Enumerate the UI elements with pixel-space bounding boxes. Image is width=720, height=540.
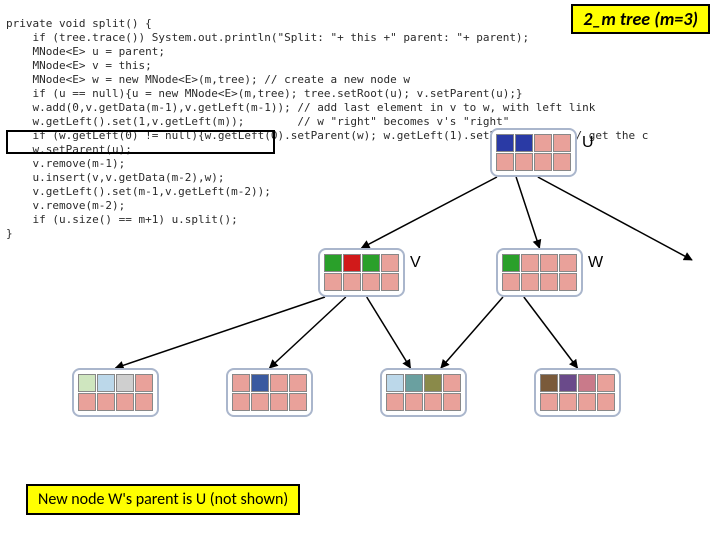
tree-node-L1 — [72, 368, 159, 417]
node-cell — [553, 153, 571, 171]
node-cell — [521, 273, 539, 291]
node-cell — [289, 374, 307, 392]
node-cell — [362, 273, 380, 291]
node-cell — [270, 374, 288, 392]
tree-edge — [116, 297, 325, 368]
node-cell — [597, 393, 615, 411]
node-cell — [540, 374, 558, 392]
tree-edge — [524, 297, 578, 368]
node-cell — [270, 393, 288, 411]
code-highlight-box — [6, 130, 275, 154]
node-cell — [443, 374, 461, 392]
node-cell — [386, 374, 404, 392]
node-cell — [135, 393, 153, 411]
caption-badge: New node W's parent is U (not shown) — [26, 484, 300, 515]
node-cell — [381, 273, 399, 291]
tree-node-V — [318, 248, 405, 297]
tree-node-U — [490, 128, 577, 177]
node-label-V: V — [410, 254, 421, 272]
node-cell — [515, 134, 533, 152]
node-cell — [540, 393, 558, 411]
node-cell — [521, 254, 539, 272]
node-cell — [540, 273, 558, 291]
node-cell — [78, 393, 96, 411]
node-cell — [578, 374, 596, 392]
node-label-U: U — [582, 134, 594, 152]
node-cell — [405, 393, 423, 411]
node-cell — [324, 273, 342, 291]
node-cell — [405, 374, 423, 392]
node-cell — [343, 254, 361, 272]
node-cell — [135, 374, 153, 392]
node-cell — [496, 134, 514, 152]
node-cell — [251, 393, 269, 411]
node-label-W: W — [588, 254, 603, 272]
node-cell — [502, 273, 520, 291]
node-cell — [424, 393, 442, 411]
node-cell — [534, 153, 552, 171]
tree-edge — [270, 297, 346, 368]
node-cell — [232, 374, 250, 392]
node-cell — [289, 393, 307, 411]
node-cell — [534, 134, 552, 152]
tree-edge — [441, 297, 503, 368]
node-cell — [362, 254, 380, 272]
node-cell — [251, 374, 269, 392]
node-cell — [116, 374, 134, 392]
node-cell — [443, 393, 461, 411]
node-cell — [515, 153, 533, 171]
node-cell — [597, 374, 615, 392]
node-cell — [97, 393, 115, 411]
node-cell — [553, 134, 571, 152]
node-cell — [559, 273, 577, 291]
node-cell — [116, 393, 134, 411]
node-cell — [540, 254, 558, 272]
node-cell — [343, 273, 361, 291]
node-cell — [78, 374, 96, 392]
node-cell — [502, 254, 520, 272]
node-cell — [324, 254, 342, 272]
node-cell — [559, 374, 577, 392]
node-cell — [386, 393, 404, 411]
node-cell — [559, 254, 577, 272]
node-cell — [232, 393, 250, 411]
node-cell — [424, 374, 442, 392]
node-cell — [97, 374, 115, 392]
tree-node-L4 — [534, 368, 621, 417]
tree-node-L2 — [226, 368, 313, 417]
tree-node-L3 — [380, 368, 467, 417]
node-cell — [578, 393, 596, 411]
node-cell — [496, 153, 514, 171]
tree-node-W — [496, 248, 583, 297]
node-cell — [559, 393, 577, 411]
tree-edge — [367, 297, 411, 368]
node-cell — [381, 254, 399, 272]
